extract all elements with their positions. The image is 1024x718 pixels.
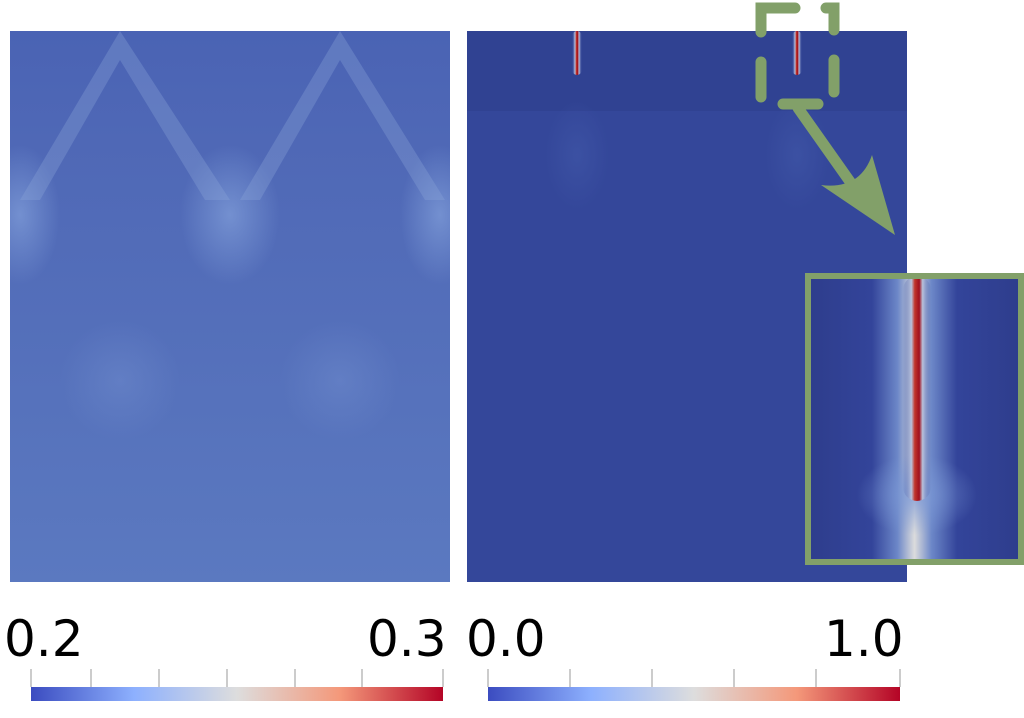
arrow-icon bbox=[821, 155, 895, 235]
left-colorbar-min-label: 0.2 bbox=[4, 610, 84, 668]
left-field-panel bbox=[10, 31, 450, 582]
left-colorbar-max-label: 0.3 bbox=[367, 610, 447, 668]
hotspot bbox=[98, 31, 142, 71]
right-colorbar-max-label: 1.0 bbox=[824, 610, 904, 668]
crack-tip bbox=[572, 31, 582, 75]
right-colorbar-min-label: 0.0 bbox=[466, 610, 546, 668]
right-colorbar bbox=[487, 669, 901, 701]
zoom-inset bbox=[805, 273, 1024, 565]
zoom-annotation bbox=[755, 2, 864, 199]
crack-tip bbox=[792, 31, 802, 75]
hotspot bbox=[318, 31, 362, 71]
left-colorbar bbox=[30, 669, 444, 701]
